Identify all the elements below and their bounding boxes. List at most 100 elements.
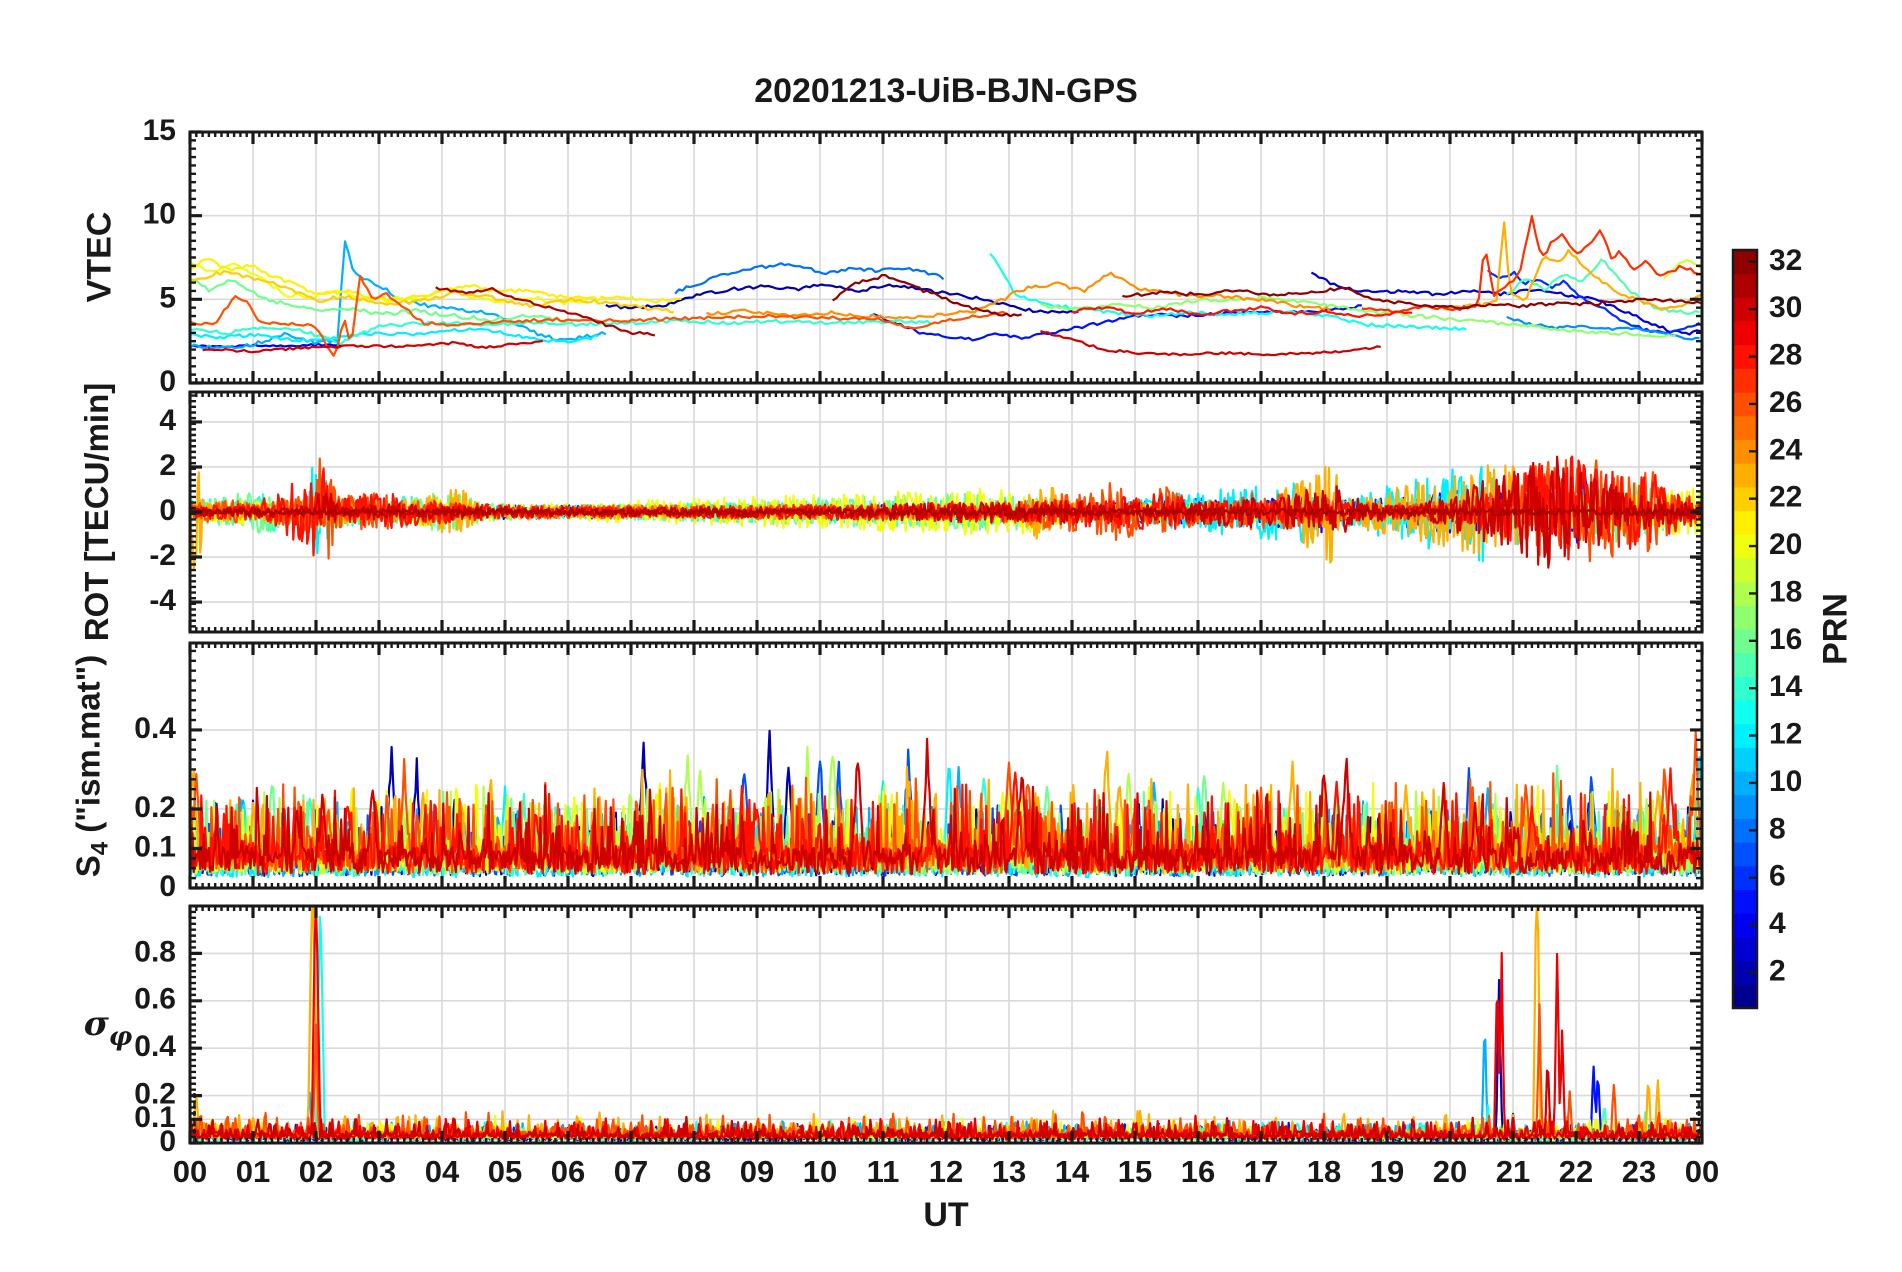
panel-vtec: 0 5 10 15	[143, 114, 1704, 398]
colorbar-tick-label: 2	[1769, 954, 1786, 987]
series-prn-24	[706, 271, 1332, 320]
series-prn-27	[1361, 215, 1701, 314]
xtick-label: 14	[1055, 1154, 1090, 1189]
xtick-label: 03	[362, 1154, 396, 1189]
colorbar-tick-label: 24	[1769, 433, 1803, 466]
ytick-label: 0.6	[134, 983, 176, 1016]
ytick-label: 0.2	[134, 1078, 176, 1111]
colorbar-tick-label: 12	[1769, 718, 1802, 751]
colorbar-tick-label: 16	[1769, 623, 1802, 656]
colorbar-band	[1733, 889, 1757, 914]
xtick-label: 06	[551, 1154, 585, 1189]
series-prn-14	[191, 318, 932, 345]
colorbar-band	[1733, 842, 1757, 867]
ytick-label: 0.4	[134, 1030, 176, 1063]
series-prn-30	[202, 339, 543, 354]
series-group-rot	[191, 455, 1701, 570]
ytick-label: 0	[159, 365, 176, 398]
series-prn-15	[1506, 258, 1700, 315]
y-label-vtec: VTEC	[80, 211, 119, 303]
xtick-label: 18	[1307, 1154, 1341, 1189]
series-prn-4	[191, 342, 342, 349]
colorbar-band	[1733, 415, 1757, 440]
series-prn-26	[191, 274, 1008, 357]
colorbar-band	[1733, 700, 1757, 725]
colorbar-band	[1733, 510, 1757, 535]
series-prn-21	[191, 258, 682, 304]
series-prn-23	[191, 464, 1701, 570]
colorbar-band	[1733, 321, 1757, 346]
panel-rot: -4 -2 0 2 4	[149, 390, 1704, 634]
ytick-label: 0.2	[134, 791, 176, 824]
panel-sigma_phi: 00.10.2 0.4 0.6 0.8	[134, 904, 1704, 1158]
xtick-label: 15	[1118, 1154, 1152, 1189]
colorbar-band	[1733, 936, 1757, 962]
ytick-label: 5	[159, 281, 176, 314]
xtick-label: 08	[677, 1154, 711, 1189]
series-prn-28	[1071, 305, 1413, 318]
ytick-label: -4	[149, 584, 176, 617]
xtick-label: 22	[1559, 1154, 1593, 1189]
series-group-vtec	[191, 215, 1701, 357]
colorbar-band	[1733, 652, 1757, 677]
xtick-label: 19	[1370, 1154, 1404, 1189]
series-prn-32	[832, 274, 1022, 318]
colorbar-label: PRN	[1816, 593, 1855, 665]
xtick-label: 20	[1433, 1154, 1467, 1189]
colorbar-tick-label: 20	[1769, 528, 1802, 561]
colorbar-tick-label: 18	[1769, 575, 1802, 608]
series-prn-3	[1310, 271, 1701, 336]
xtick-label: 09	[740, 1154, 774, 1189]
series-prn-32	[1122, 286, 1701, 310]
xtick-label: 07	[614, 1154, 648, 1189]
series-prn-23	[1443, 221, 1701, 311]
ytick-label: 0.8	[134, 935, 176, 968]
xtick-label: 21	[1496, 1154, 1530, 1189]
colorbar-tick-label: 10	[1769, 765, 1802, 798]
ytick-label: 0.4	[134, 712, 176, 745]
series-prn-8	[674, 262, 945, 295]
colorbar-tick-label: 14	[1769, 670, 1803, 703]
ytick-label: 15	[143, 114, 176, 147]
ytick-label: 0.1	[134, 1101, 176, 1134]
colorbar-tick-label: 4	[1769, 907, 1786, 940]
colorbar-band	[1733, 368, 1757, 393]
xtick-label: 05	[488, 1154, 522, 1189]
colorbar-band	[1733, 794, 1757, 819]
colorbar-band	[1733, 605, 1757, 630]
xtick-label: 12	[929, 1154, 963, 1189]
xtick-label: 16	[1181, 1154, 1215, 1189]
series-prn-17	[1040, 295, 1676, 338]
series-prn-9	[1506, 315, 1700, 341]
colorbar-tick-label: 8	[1769, 812, 1786, 845]
series-prn-20	[191, 262, 587, 306]
colorbar-band	[1733, 984, 1757, 1009]
ytick-label: -2	[149, 539, 176, 572]
xtick-label: 00	[1685, 1154, 1719, 1189]
colorbar-band	[1733, 463, 1757, 488]
colorbar-tick-label: 22	[1769, 481, 1802, 514]
series-prn-12	[191, 327, 599, 344]
colorbar-band	[1733, 273, 1757, 298]
y-label-rot: ROT [TECU/min]	[78, 382, 115, 642]
xtick-label: 01	[236, 1154, 270, 1189]
xtick-label: 00	[173, 1154, 207, 1189]
colorbar-tick-label: 6	[1769, 860, 1786, 893]
chart-title: 20201213-UiB-BJN-GPS	[754, 72, 1138, 110]
ytick-label: 2	[159, 449, 176, 482]
y-label-sigma-phi: σφ	[83, 1004, 133, 1052]
series-prn-22	[191, 270, 674, 314]
panel-s4: 0 0.1 0.2 0.4	[134, 641, 1704, 903]
xtick-label: 02	[299, 1154, 333, 1189]
ytick-label: 10	[143, 198, 176, 231]
ytick-label: 0	[159, 494, 176, 527]
colorbar-tick-label: 26	[1769, 386, 1802, 419]
xtick-label: 11	[867, 1154, 900, 1189]
colorbar-tick-label: 30	[1769, 291, 1802, 324]
series-prn-30	[1040, 330, 1381, 357]
colorbar-tick-label: 32	[1769, 244, 1802, 277]
xtick-label: 04	[425, 1154, 460, 1189]
